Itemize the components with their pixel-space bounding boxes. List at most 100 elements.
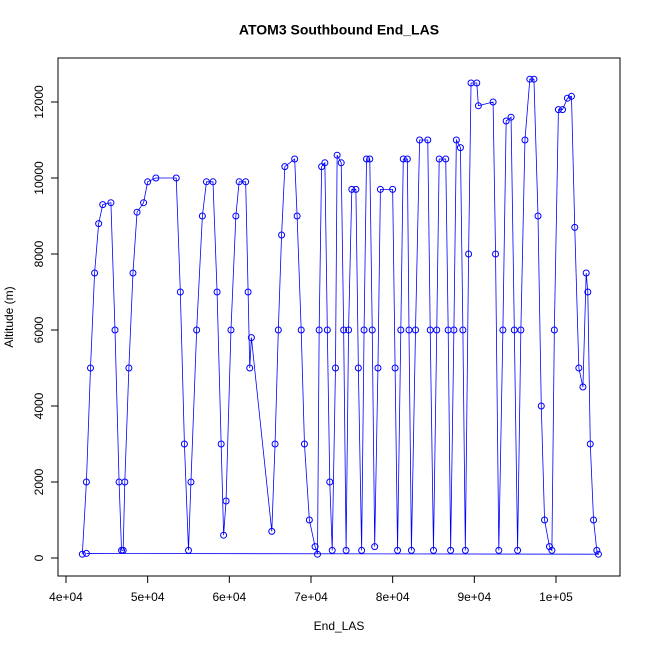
point [333,151,341,159]
point [465,250,473,258]
point [371,543,379,551]
point [300,440,308,448]
point [526,75,534,83]
point [376,185,384,193]
point [235,178,243,186]
x-tick-label: 4e+04 [49,590,83,604]
point [550,326,558,334]
point [129,269,137,277]
y-tick-label: 10000 [32,161,46,195]
y-tick-label: 12000 [32,85,46,119]
point [152,174,160,182]
point [461,546,469,554]
point [281,163,289,171]
point [571,223,579,231]
point [354,364,362,372]
point [507,113,515,121]
point [366,155,374,163]
point [412,326,420,334]
point [360,326,368,334]
point [473,79,481,87]
y-tick-label: 4000 [32,392,46,419]
point [176,288,184,296]
point [321,159,329,167]
point [99,201,107,209]
point [537,402,545,410]
point [575,364,583,372]
x-tick-label: 8e+04 [376,590,410,604]
point [416,136,424,144]
point [244,288,252,296]
point [489,98,497,106]
point [394,546,402,554]
point [323,326,331,334]
point [452,136,460,144]
point [517,326,525,334]
point [342,546,350,554]
point [268,527,276,535]
point [297,326,305,334]
point [407,546,415,554]
point [433,326,441,334]
point [567,92,575,100]
point [563,94,571,102]
point [429,546,437,554]
y-tick-label: 6000 [32,316,46,343]
point [133,208,141,216]
point [232,212,240,220]
point [424,136,432,144]
point [107,199,115,207]
point [213,288,221,296]
x-tick-label: 9e+04 [457,590,491,604]
point [456,144,464,152]
point [202,178,210,186]
point [586,440,594,448]
point [397,326,405,334]
point [590,516,598,524]
point [541,516,549,524]
point [447,546,455,554]
point [403,155,411,163]
point [119,546,127,554]
y-tick-label: 2000 [32,468,46,495]
point [499,326,507,334]
point [389,185,397,193]
point [314,550,322,558]
y-axis-label: Altitude (m) [2,286,16,347]
y-tick-label: 0 [32,554,46,561]
point [184,546,192,554]
point [247,334,255,342]
point [125,364,133,372]
point [582,269,590,277]
point [399,155,407,163]
point [554,106,562,114]
point [459,326,467,334]
x-axis-label: End_LAS [314,619,365,633]
point [337,159,345,167]
point [331,364,339,372]
point [278,231,286,239]
point [593,546,601,554]
series-line [81,78,600,555]
point [291,155,299,163]
point [227,326,235,334]
point [198,212,206,220]
point [95,220,103,228]
point [274,326,282,334]
point [315,326,323,334]
point [502,117,510,125]
point [584,288,592,296]
point [492,250,500,258]
point [345,326,353,334]
point [405,326,413,334]
point [426,326,434,334]
point [579,383,587,391]
point [534,212,542,220]
point [548,546,556,554]
point [78,550,86,558]
point [82,549,90,557]
point [391,364,399,372]
point [209,178,217,186]
point [311,543,319,551]
point [217,440,225,448]
